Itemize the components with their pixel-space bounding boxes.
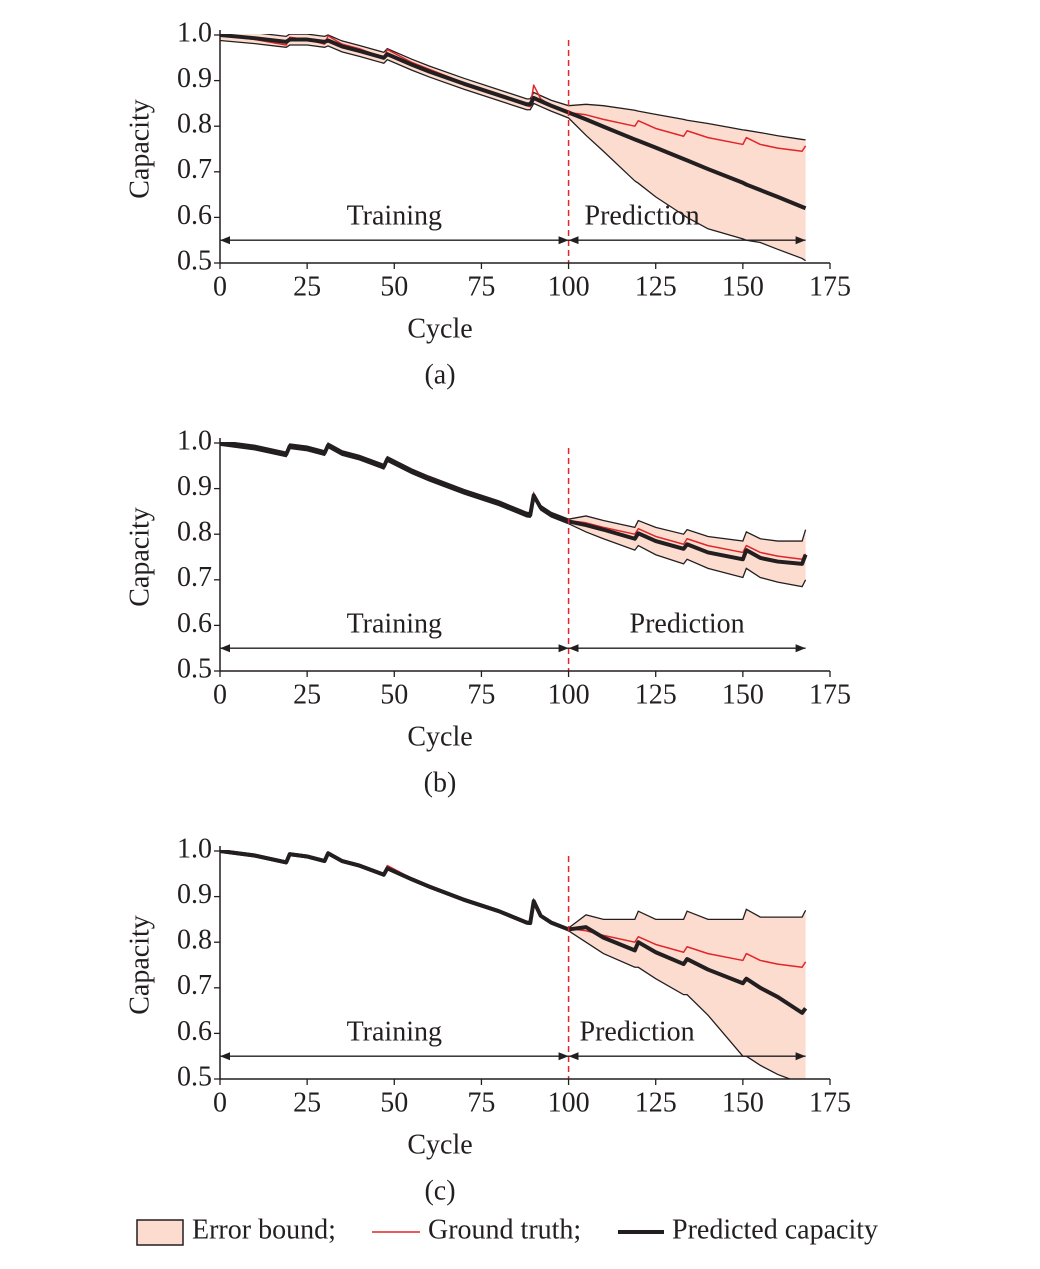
annotation: Prediction	[585, 201, 700, 232]
error-band	[220, 34, 806, 261]
x-tick-label: 50	[380, 679, 408, 710]
x-tick-label: 150	[722, 679, 764, 710]
panel: Training Prediction 0.5 0.6 0.7 0.8 0.9 1.0 0 25 5…	[124, 17, 851, 390]
ground-truth-line	[220, 34, 807, 153]
x-tick-label: 150	[722, 1087, 764, 1118]
x-tick-label: 100	[548, 1087, 590, 1118]
x-tick-label: 75	[467, 1087, 495, 1118]
x-tick-label: 25	[293, 679, 321, 710]
plot-area	[220, 442, 808, 588]
y-tick-label: 0.8	[177, 925, 212, 956]
x-tick-label: 75	[467, 271, 495, 302]
x-tick-label: 125	[635, 271, 677, 302]
x-axis-label: Cycle	[407, 721, 472, 752]
caption: (c)	[424, 1175, 455, 1206]
x-tick-label: 75	[467, 679, 495, 710]
y-tick-label: 0.9	[177, 471, 212, 502]
error-bound-line	[224, 442, 807, 542]
predicted-line	[220, 34, 807, 211]
x-tick-label: 0	[213, 1087, 227, 1118]
x-tick-label: 175	[809, 679, 851, 710]
annotation: Training	[347, 1017, 442, 1048]
y-axis-label: Capacity	[124, 99, 155, 199]
y-axis-label: Capacity	[124, 915, 155, 1015]
x-tick-label: 25	[293, 1087, 321, 1118]
x-tick-label: 125	[635, 679, 677, 710]
x-tick-label: 100	[548, 271, 590, 302]
predicted-line	[220, 850, 808, 1015]
legend-label: Ground truth;	[428, 1214, 581, 1245]
legend-label: Predicted capacity	[672, 1214, 878, 1245]
x-tick-label: 50	[380, 1087, 408, 1118]
y-tick-label: 0.5	[177, 1061, 212, 1092]
annotation: Prediction	[580, 1017, 695, 1048]
y-tick-label: 0.5	[177, 245, 212, 276]
annotation: Prediction	[630, 609, 745, 640]
legend-label: Error bound;	[192, 1214, 336, 1245]
x-tick-label: 150	[722, 271, 764, 302]
y-axis-label: Capacity	[124, 507, 155, 607]
x-tick-label: 100	[548, 679, 590, 710]
y-tick-label: 1.0	[177, 833, 212, 864]
x-axis-label: Cycle	[407, 1129, 472, 1160]
caption: (a)	[424, 359, 455, 390]
y-tick-label: 0.6	[177, 1016, 212, 1047]
predicted-line	[220, 442, 808, 566]
y-tick-label: 1.0	[177, 425, 212, 456]
panel: Training Prediction 0.5 0.6 0.7 0.8 0.9 1.0 0 25 5…	[124, 833, 851, 1206]
y-tick-label: 0.5	[177, 653, 212, 684]
caption: (b)	[424, 767, 457, 798]
y-tick-label: 0.7	[177, 970, 212, 1001]
x-tick-label: 175	[809, 1087, 851, 1118]
y-tick-label: 0.7	[177, 562, 212, 593]
error-band	[220, 850, 806, 1079]
x-tick-label: 25	[293, 271, 321, 302]
y-tick-label: 0.9	[177, 63, 212, 94]
plot-area	[220, 34, 807, 262]
y-tick-label: 0.6	[177, 608, 212, 639]
error-bound-line	[220, 39, 806, 262]
annotation: Training	[347, 609, 442, 640]
y-tick-label: 0.9	[177, 879, 212, 910]
y-tick-label: 0.6	[177, 200, 212, 231]
annotation: Training	[347, 201, 442, 232]
x-tick-label: 50	[380, 271, 408, 302]
error-band	[220, 442, 806, 587]
panel: Training Prediction 0.5 0.6 0.7 0.8 0.9 1.0 0 25 5…	[124, 425, 851, 798]
y-tick-label: 1.0	[177, 17, 212, 48]
x-tick-label: 0	[213, 271, 227, 302]
y-tick-label: 0.8	[177, 109, 212, 140]
x-tick-label: 125	[635, 1087, 677, 1118]
legend-swatch	[136, 1219, 184, 1246]
plot-area	[220, 850, 808, 1079]
error-bound-line	[260, 34, 806, 141]
x-tick-label: 0	[213, 679, 227, 710]
x-tick-label: 175	[809, 271, 851, 302]
y-tick-label: 0.7	[177, 154, 212, 185]
x-axis-label: Cycle	[407, 313, 472, 344]
y-tick-label: 0.8	[177, 517, 212, 548]
